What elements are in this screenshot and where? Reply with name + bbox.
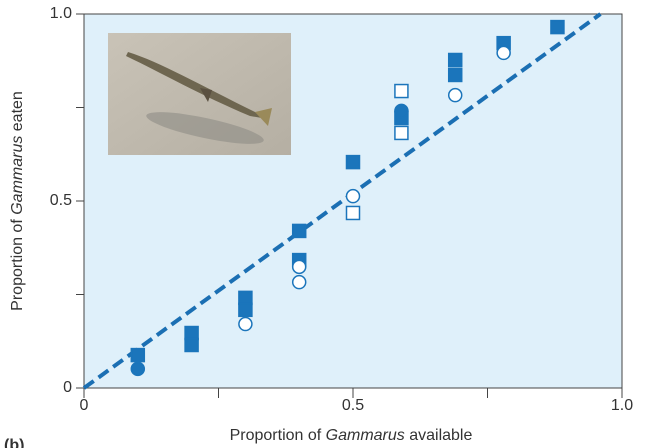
point (394, 103, 409, 119)
y-axis-label-part: Proportion of (9, 215, 26, 311)
x-axis-label-part: available (405, 427, 473, 444)
point (394, 83, 409, 99)
point (184, 325, 199, 341)
point (447, 87, 463, 103)
point (394, 125, 409, 141)
point (447, 67, 463, 83)
y-tick-label: 1.0 (50, 5, 72, 22)
point (291, 223, 307, 239)
inset-photo (108, 33, 291, 155)
point (550, 19, 565, 35)
x-axis-label-part: Gammarus (326, 427, 405, 444)
point (238, 302, 253, 318)
y-tick-label: 0 (63, 379, 72, 396)
point (345, 188, 361, 204)
reference-line (82, 12, 602, 390)
y-axis-label-part: Gammarus (9, 136, 26, 215)
x-tick-label: 1.0 (611, 397, 633, 414)
x-tick-label: 0.5 (342, 397, 364, 414)
point (291, 259, 307, 275)
point (345, 205, 361, 221)
y-tick-label: 0.5 (50, 192, 72, 209)
point (184, 337, 199, 353)
point (291, 274, 307, 290)
point (345, 154, 361, 170)
point (447, 52, 463, 68)
point (496, 45, 511, 61)
panel-label: (b) (4, 437, 24, 448)
x-axis-label: Proportion of Gammarus available (230, 427, 473, 444)
point (130, 361, 146, 377)
x-tick-label: 0 (80, 397, 89, 414)
y-axis-label-part: eaten (9, 91, 26, 135)
point (238, 316, 253, 332)
point (130, 347, 146, 363)
x-axis-label-part: Proportion of (230, 427, 326, 444)
point (238, 290, 253, 306)
y-axis-label: Proportion of Gammarus eaten (9, 91, 26, 311)
